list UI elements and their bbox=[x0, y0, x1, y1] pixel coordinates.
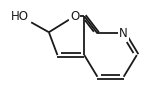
Text: HO: HO bbox=[11, 10, 29, 23]
Text: O: O bbox=[70, 10, 79, 23]
Text: N: N bbox=[119, 27, 128, 40]
